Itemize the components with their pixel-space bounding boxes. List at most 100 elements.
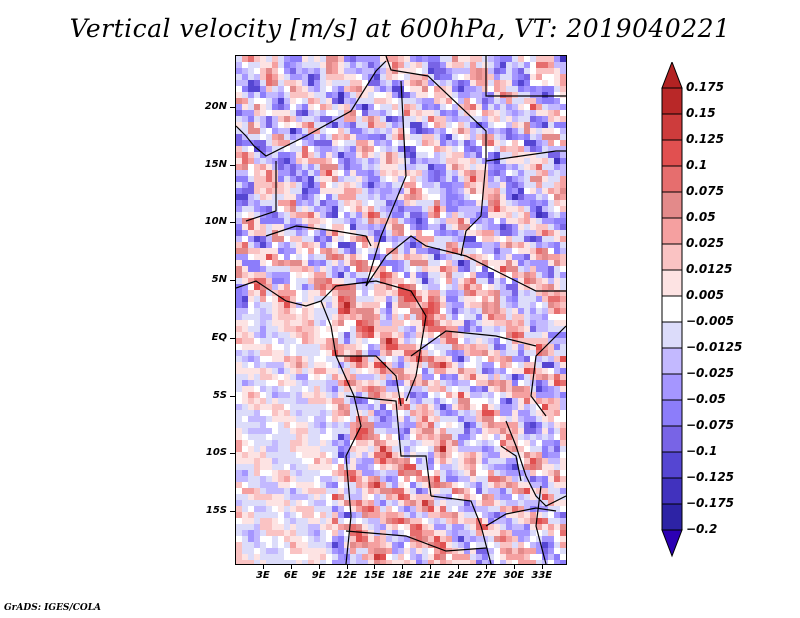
lat-tick-label: 20N	[204, 100, 227, 112]
colorbar-segment	[661, 347, 683, 375]
colorbar-bottom-arrow	[661, 529, 683, 558]
lat-tick-label: 15S	[205, 505, 227, 517]
country-border	[345, 530, 487, 552]
lon-tick-label: 3E	[255, 570, 270, 581]
grads-credit: GrADS: IGES/COLA	[4, 603, 102, 613]
colorbar-label: −0.175	[686, 496, 735, 510]
country-border	[485, 507, 557, 527]
colorbar-label: 0.075	[686, 184, 724, 198]
colorbar-label: 0.025	[686, 236, 724, 250]
lat-tick-label: 15N	[204, 158, 227, 170]
colorbar-label: −0.1	[686, 444, 718, 458]
country-border	[500, 445, 522, 482]
colorbar-segment	[661, 503, 683, 531]
colorbar-segment	[661, 321, 683, 349]
lon-tick-label: 9E	[311, 570, 326, 581]
lat-tick	[230, 337, 235, 339]
lon-tick-label: 24E	[447, 570, 469, 581]
country-border	[505, 420, 566, 507]
country-border	[430, 495, 492, 564]
country-border	[236, 280, 362, 457]
colorbar-segment	[661, 477, 683, 505]
lat-tick-label: 10N	[204, 216, 227, 228]
colorbar-label: 0.0125	[686, 262, 733, 276]
country-border	[405, 315, 427, 402]
colorbar-top-arrow	[661, 62, 683, 89]
lat-tick-label: 5N	[211, 274, 227, 286]
lon-tick	[513, 564, 515, 569]
lon-tick-label: 18E	[391, 570, 413, 581]
country-border	[485, 150, 566, 162]
country-border	[345, 395, 432, 497]
lat-tick-label: 10S	[205, 447, 227, 459]
country-border	[245, 161, 277, 222]
colorbar-segment	[661, 139, 683, 167]
country-border	[365, 235, 566, 292]
country-border	[460, 160, 487, 257]
colorbar-segment	[661, 191, 683, 219]
colorbar	[661, 62, 683, 558]
lon-tick	[458, 564, 460, 569]
lon-tick-label: 15E	[364, 570, 385, 581]
colorbar-label: −0.025	[686, 366, 735, 380]
lon-tick-label: 30E	[503, 570, 525, 581]
lon-tick-label: 21E	[419, 570, 441, 581]
vertical-velocity-field	[236, 56, 566, 564]
colorbar-label: −0.05	[686, 392, 726, 406]
colorbar-segment	[661, 269, 683, 297]
lon-tick	[402, 564, 404, 569]
lon-tick	[374, 564, 376, 569]
lon-tick-label: 27E	[475, 570, 497, 581]
colorbar-segment	[661, 373, 683, 401]
lat-tick	[230, 164, 235, 166]
colorbar-segment	[661, 295, 683, 323]
lon-tick	[430, 564, 432, 569]
lat-tick	[230, 511, 235, 513]
lat-tick-label: 5S	[212, 389, 227, 401]
country-border	[236, 60, 387, 157]
map-panel[interactable]	[235, 55, 567, 565]
colorbar-label: 0.15	[686, 106, 716, 120]
colorbar-segment	[661, 165, 683, 193]
colorbar-segment	[661, 113, 683, 141]
lon-tick	[290, 564, 292, 569]
colorbar-label: −0.2	[686, 522, 718, 536]
field-cells	[236, 56, 566, 564]
colorbar-label: 0.005	[686, 288, 724, 302]
country-border	[410, 330, 537, 357]
lat-tick-label: EQ	[211, 331, 227, 343]
country-border	[365, 80, 407, 287]
colorbar-label: 0.1	[686, 158, 708, 172]
lat-tick	[230, 453, 235, 455]
country-border	[535, 485, 547, 564]
colorbar-label: −0.0125	[686, 340, 743, 354]
colorbar-label: 0.175	[686, 80, 724, 94]
lon-tick	[262, 564, 264, 569]
lon-tick-label: 33E	[531, 570, 553, 581]
colorbar-segment	[661, 451, 683, 479]
lat-tick	[230, 280, 235, 282]
lat-tick	[230, 222, 235, 224]
country-border	[336, 355, 402, 407]
colorbar-segment	[661, 425, 683, 453]
colorbar-segment	[661, 87, 683, 115]
colorbar-segment	[661, 399, 683, 427]
colorbar-segment	[661, 243, 683, 271]
colorbar-label: −0.125	[686, 470, 735, 484]
lat-tick	[230, 395, 235, 397]
lon-tick	[346, 564, 348, 569]
lon-tick-label: 12E	[336, 570, 357, 581]
lon-tick	[485, 564, 487, 569]
country-border	[385, 56, 487, 161]
country-border	[345, 455, 352, 564]
colorbar-label: −0.005	[686, 314, 735, 328]
colorbar-label: 0.05	[686, 210, 716, 224]
country-border	[485, 56, 566, 97]
lat-tick	[230, 106, 235, 108]
country-border	[265, 225, 372, 247]
colorbar-label: 0.125	[686, 132, 724, 146]
map-title: Vertical velocity [m/s] at 600hPa, VT: 2…	[69, 14, 731, 43]
country-border	[530, 325, 566, 417]
lon-tick	[541, 564, 543, 569]
colorbar-label: −0.075	[686, 418, 735, 432]
